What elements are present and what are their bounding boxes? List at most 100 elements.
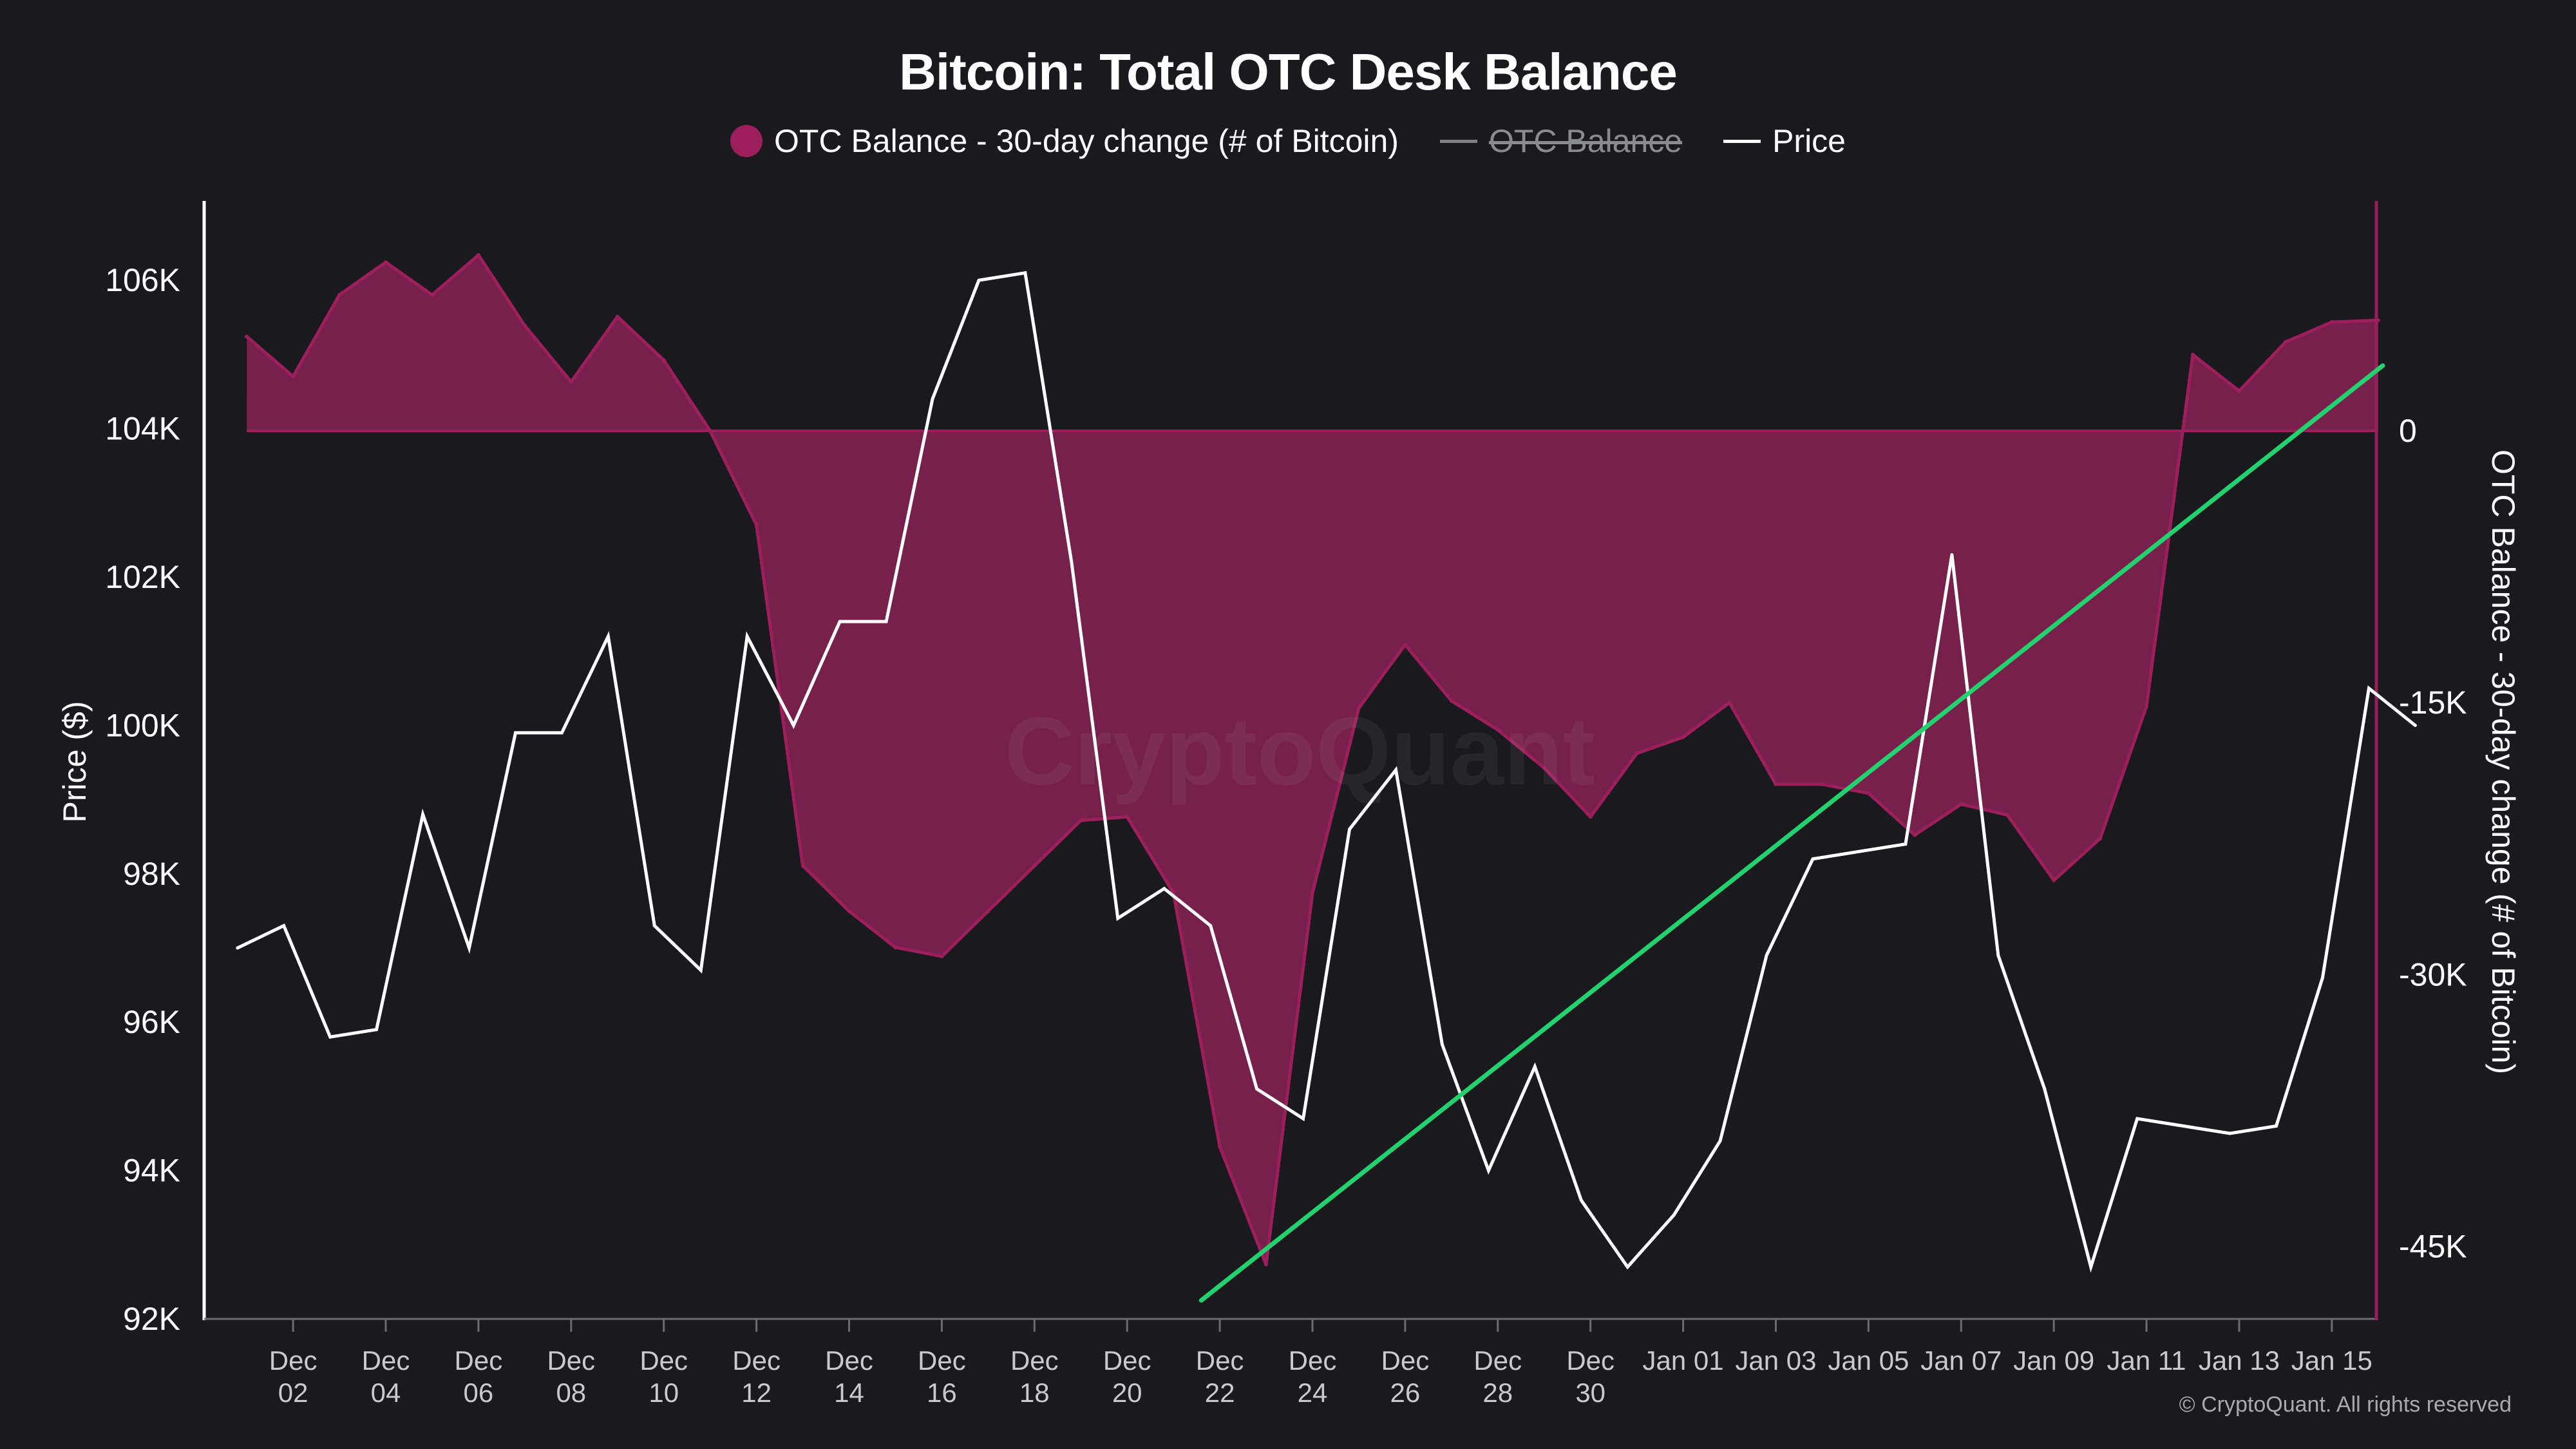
x-tick-label-0: Dec 02 (269, 1345, 317, 1408)
y-left-tick-label-0: 92K (123, 1301, 180, 1337)
price-point-2 (328, 1035, 332, 1039)
price-point-36 (1904, 842, 1908, 846)
otc-balance-point-26 (1449, 699, 1454, 703)
y-left-tick-label-2: 96K (123, 1004, 180, 1040)
price-point-40 (2089, 1265, 2093, 1269)
x-tick-label-11: Dec 24 (1289, 1345, 1337, 1408)
price-point-10 (699, 969, 703, 972)
price-point-46 (2367, 687, 2371, 690)
otc-balance-point-15 (940, 954, 944, 959)
price-point-11 (745, 634, 749, 638)
legend-label: OTC Balance - 30-day change (# of Bitcoi… (774, 123, 1399, 159)
x-tick-label-5: Dec 12 (732, 1345, 781, 1408)
otc-balance-point-29 (1588, 815, 1593, 819)
otc-balance-point-38 (2005, 813, 2010, 817)
legend-line-icon (1723, 139, 1761, 143)
otc-balance-point-31 (1681, 735, 1685, 739)
x-tick-label-20: Jan 11 (2107, 1345, 2186, 1376)
price-point-35 (1857, 849, 1861, 853)
x-tick-label-16: Jan 03 (1735, 1345, 1816, 1376)
price-point-26 (1440, 1043, 1444, 1046)
legend-item-0[interactable]: OTC Balance - 30-day change (# of Bitcoi… (730, 122, 1399, 160)
price-point-9 (652, 923, 656, 927)
otc-balance-point-17 (1032, 864, 1037, 868)
otc-balance-point-11 (754, 523, 759, 527)
otc-balance-point-7 (569, 380, 573, 384)
price-point-47 (2413, 723, 2417, 727)
otc-balance-point-34 (1820, 782, 1824, 786)
x-tick-label-13: Dec 28 (1473, 1345, 1522, 1408)
x-tick-label-8: Dec 18 (1010, 1345, 1059, 1408)
price-point-29 (1579, 1198, 1583, 1202)
y-left-tick-label-4: 100K (105, 707, 180, 743)
price-point-43 (2228, 1132, 2232, 1135)
x-tick-label-14: Dec 30 (1566, 1345, 1615, 1408)
otc-balance-point-28 (1542, 766, 1546, 770)
price-point-12 (791, 723, 795, 727)
otc-balance-point-12 (800, 864, 805, 868)
x-tick-label-9: Dec 20 (1103, 1345, 1151, 1408)
price-point-7 (560, 731, 564, 735)
price-point-24 (1348, 828, 1351, 831)
watermark: CryptoQuant (1005, 697, 1595, 805)
otc-balance-point-4 (430, 292, 434, 297)
otc-balance-point-45 (2329, 320, 2334, 325)
price-point-25 (1394, 768, 1397, 772)
legend-item-1[interactable]: OTC Balance (1439, 122, 1682, 160)
price-point-45 (2321, 976, 2324, 980)
x-tick-label-18: Jan 07 (1920, 1345, 2002, 1376)
otc-balance-point-30 (1634, 751, 1639, 755)
legend-item-2[interactable]: Price (1723, 122, 1846, 160)
x-tick-label-2: Dec 06 (455, 1345, 503, 1408)
price-point-15 (931, 397, 934, 401)
otc-balance-point-22 (1264, 1262, 1268, 1267)
y-right-axis-label: OTC Balance - 30-day change (# of Bitcoi… (2485, 450, 2521, 1074)
otc-balance-area (247, 255, 2378, 1265)
otc-balance-point-13 (847, 909, 851, 913)
y-left-tick-label-5: 102K (105, 559, 180, 595)
price-point-19 (1116, 916, 1120, 920)
x-tick-label-3: Dec 08 (547, 1345, 595, 1408)
otc-balance-point-3 (384, 260, 388, 265)
price-point-38 (1996, 954, 2000, 957)
y-right-tick-label-0: 0 (2399, 413, 2417, 449)
otc-balance-point-37 (1959, 802, 1964, 806)
price-point-22 (1255, 1087, 1259, 1091)
otc-balance-point-0 (245, 334, 249, 339)
price-point-34 (1811, 857, 1815, 861)
otc-balance-point-5 (476, 253, 480, 257)
price-point-8 (606, 634, 610, 638)
price-point-4 (421, 813, 425, 817)
otc-balance-point-8 (615, 314, 620, 319)
otc-balance-point-2 (337, 292, 342, 297)
price-point-32 (1718, 1139, 1722, 1142)
y-right-tick-label-3: -45K (2399, 1228, 2467, 1264)
x-tick-label-10: Dec 22 (1196, 1345, 1244, 1408)
price-point-16 (977, 278, 981, 282)
price-point-27 (1486, 1169, 1490, 1173)
otc-balance-point-23 (1311, 891, 1314, 895)
otc-balance-point-39 (2052, 878, 2056, 882)
otc-balance-point-40 (2098, 837, 2103, 841)
price-line (236, 270, 2416, 1273)
price-point-0 (236, 946, 240, 950)
price-point-1 (282, 923, 286, 927)
price-point-28 (1533, 1065, 1537, 1068)
otc-balance-point-9 (661, 358, 666, 363)
price-point-23 (1302, 1117, 1305, 1121)
y-right-tick-label-1: -15K (2399, 685, 2467, 721)
otc-balance-point-21 (1218, 1144, 1222, 1149)
x-tick-label-12: Dec 26 (1381, 1345, 1430, 1408)
otc-balance-point-32 (1727, 701, 1732, 705)
legend-line-icon (1439, 139, 1477, 143)
price-point-39 (2043, 1087, 2047, 1091)
otc-balance-point-24 (1356, 706, 1361, 710)
otc-balance-point-44 (2283, 340, 2287, 345)
y-left-tick-label-6: 104K (105, 411, 180, 447)
price-point-13 (838, 620, 842, 623)
y-left-tick-label-3: 98K (123, 856, 180, 892)
otc-balance-point-10 (708, 429, 712, 433)
price-point-3 (375, 1028, 379, 1032)
price-point-20 (1162, 887, 1166, 891)
